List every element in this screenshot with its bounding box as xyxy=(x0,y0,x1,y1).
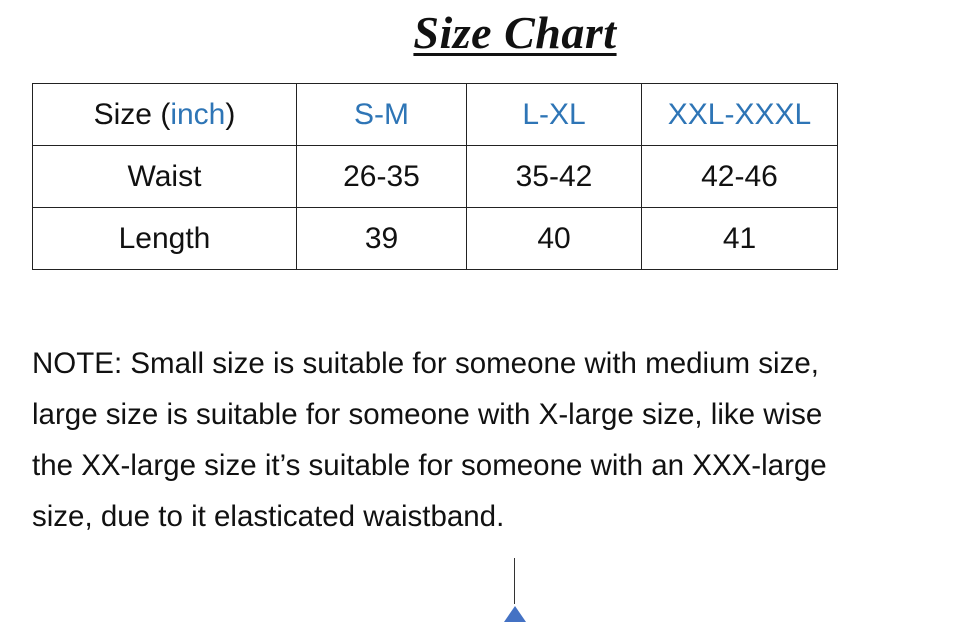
table-cell: 35-42 xyxy=(466,145,642,208)
note-line: the XX-large size it’s suitable for some… xyxy=(32,449,827,482)
header-size-s-m: S-M xyxy=(296,83,467,146)
row-label: Length xyxy=(32,207,297,270)
size-table: Size (inch) S-M L-XL XXL-XXXL Waist 26-3… xyxy=(32,83,838,270)
table-cell: 42-46 xyxy=(641,145,838,208)
table-row: Waist 26-35 35-42 42-46 xyxy=(32,145,838,208)
note-line: large size is suitable for someone with … xyxy=(32,398,823,431)
header-size-cell: Size (inch) xyxy=(32,83,297,146)
note-line: size, due to it elasticated waistband. xyxy=(32,500,505,533)
row-label: Waist xyxy=(32,145,297,208)
table-row: Length 39 40 41 xyxy=(32,207,838,270)
page-title: Size Chart xyxy=(413,7,617,58)
note-line: NOTE: Small size is suitable for someone… xyxy=(32,347,819,380)
arrow-up-icon xyxy=(504,606,526,622)
table-cell: 40 xyxy=(466,207,642,270)
header-size-l-xl: L-XL xyxy=(466,83,642,146)
table-cell: 26-35 xyxy=(296,145,467,208)
header-label-close: ) xyxy=(225,97,236,131)
table-header-row: Size (inch) S-M L-XL XXL-XXXL xyxy=(32,83,838,146)
table-cell: 39 xyxy=(296,207,467,270)
header-label: Size ( xyxy=(93,97,171,131)
header-size-xxl-xxxl: XXL-XXXL xyxy=(641,83,838,146)
arrow-stem xyxy=(514,558,515,604)
table-cell: 41 xyxy=(641,207,838,270)
size-note: NOTE: Small size is suitable for someone… xyxy=(32,338,827,542)
header-unit: inch xyxy=(170,97,226,131)
